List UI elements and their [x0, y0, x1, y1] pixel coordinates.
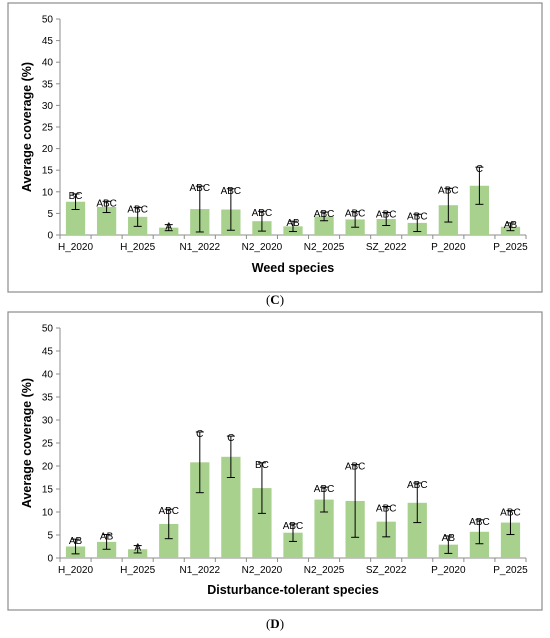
panel-d-y-tick-label: 15 [42, 485, 54, 496]
panel-c-significance-letter: BC [69, 191, 83, 202]
panel-c-x-tick-label: H_2025 [120, 242, 155, 253]
panel-c-x-tick-label: N2_2020 [242, 242, 283, 253]
panel-d-x-tick-label: N2_2020 [242, 565, 283, 576]
panel-c-bar [314, 216, 334, 235]
panel-c-y-tick-label: 40 [42, 58, 54, 69]
panel-d-x-tick-label: N1_2022 [180, 565, 221, 576]
panel-c-y-tick-label: 50 [42, 15, 54, 26]
panel-d-y-tick-label: 5 [47, 531, 53, 542]
panel-d-significance-letter: ABC [376, 503, 397, 514]
panel-c-significance-letter: ABC [190, 183, 211, 194]
panel-d-bar [190, 462, 210, 558]
panel-c-x-tick-label: N1_2022 [180, 242, 221, 253]
panel-c-x-axis-title: Weed species [252, 261, 335, 275]
panel-c-significance-letter: AB [504, 220, 518, 231]
panel-d-significance-letter: ABC [314, 484, 335, 495]
panel-d-bar [128, 549, 148, 558]
panel-d-y-tick-label: 20 [42, 462, 54, 473]
panel-d-significance-letter: C [227, 433, 234, 444]
panel-d-caption: (D) [266, 616, 284, 631]
panel-c-significance-letter: AB [286, 218, 300, 229]
panel-c-y-tick-label: 20 [42, 144, 54, 155]
panel-c-frame [7, 2, 543, 293]
panel-d-bar [469, 531, 490, 558]
panel-c-caption: (C) [266, 292, 284, 307]
panel-c-y-tick-label: 25 [42, 123, 54, 134]
panel-d-bar [159, 523, 179, 558]
panel-d-y-tick-label: 50 [42, 324, 54, 335]
panel-c-significance-letter: ABC [407, 211, 428, 222]
panel-c-significance-letter: A [165, 222, 172, 233]
panel-d-y-tick-label: 40 [42, 370, 54, 381]
panel-c-significance-letter: ABC [314, 209, 335, 220]
panel-c-y-tick-label: 35 [42, 79, 54, 90]
panel-d-y-tick-label: 30 [42, 416, 54, 427]
panel-c-bar [96, 206, 117, 235]
panel-d-x-tick-label: H_2025 [120, 565, 155, 576]
panel-c-y-tick-label: 45 [42, 36, 54, 47]
panel-c-significance-letter: ABC [96, 198, 117, 209]
panel-c-y-tick-label: 5 [47, 209, 53, 220]
panel-c-y-tick-label: 10 [42, 187, 54, 198]
panel-c-x-tick-label: H_2020 [58, 242, 93, 253]
panel-c-chart: 05101520253035404550BCH_2020ABCABCH_2025… [7, 2, 543, 293]
panel-c-x-tick-label: P_2020 [431, 242, 466, 253]
panel-c-y-tick-label: 30 [42, 101, 54, 112]
panel-d-bar [314, 499, 334, 558]
panel-c-x-tick-label: P_2025 [493, 242, 528, 253]
panel-c-bar [65, 201, 86, 235]
panel-d-y-tick-label: 25 [42, 439, 54, 450]
panel-d-significance-letter: C [196, 429, 203, 440]
panel-d-significance-letter: BC [255, 460, 269, 471]
panel-d-bar [500, 522, 521, 558]
panel-d-bar [96, 541, 117, 558]
panel-d-y-axis-title: Average coverage (%) [20, 378, 34, 508]
panel-d-significance-letter: ABC [345, 462, 366, 473]
panel-d-x-tick-label: H_2020 [58, 565, 93, 576]
panel-d-significance-letter: A [134, 543, 141, 554]
panel-c-significance-letter: ABC [345, 209, 366, 220]
panel-d-significance-letter: AB [69, 536, 83, 547]
panel-d-y-tick-label: 0 [47, 554, 53, 565]
panel-c-significance-letter: ABC [376, 210, 397, 221]
panel-d-chart: 05101520253035404550ABH_2020ABAH_2025ABC… [7, 311, 543, 611]
panel-d-bar [283, 532, 303, 558]
panel-d-bar [252, 488, 272, 558]
panel-d-x-tick-label: P_2020 [431, 565, 466, 576]
panel-d-bar [376, 521, 396, 558]
panel-c-bar [376, 219, 396, 235]
panel-d-significance-letter: ABC [158, 506, 179, 517]
panel-d-x-axis-title: Disturbance-tolerant species [207, 583, 379, 597]
panel-d-bar [221, 456, 241, 558]
panel-c-significance-letter: ABC [221, 186, 242, 197]
panel-d-x-tick-label: N2_2025 [304, 565, 345, 576]
panel-c-bar [159, 227, 179, 235]
panel-d-bar [407, 502, 427, 558]
panel-d-x-tick-label: P_2025 [493, 565, 528, 576]
panel-d-significance-letter: ABC [283, 521, 304, 532]
panel-c-significance-letter: C [476, 164, 483, 175]
panel-d-significance-letter: ABC [469, 517, 490, 528]
panel-d-significance-letter: ABC [407, 480, 428, 491]
panel-d-significance-letter: AB [442, 533, 456, 544]
panel-d-y-tick-label: 45 [42, 347, 54, 358]
panel-c-bar [469, 185, 490, 235]
panel-c-significance-letter: ABC [438, 185, 459, 196]
panel-c-significance-letter: ABC [127, 204, 148, 215]
panel-d-significance-letter: ABC [500, 508, 521, 519]
panel-d-y-tick-label: 10 [42, 508, 54, 519]
panel-d-y-tick-label: 35 [42, 393, 54, 404]
panel-c-y-tick-label: 0 [47, 231, 53, 242]
panel-d-frame [7, 311, 543, 611]
panel-c-y-axis-title: Average coverage (%) [20, 62, 34, 192]
panel-c-x-tick-label: N2_2025 [304, 242, 345, 253]
panel-d-significance-letter: AB [100, 532, 114, 543]
panel-d-x-tick-label: SZ_2022 [366, 565, 407, 576]
panel-c-x-tick-label: SZ_2022 [366, 242, 407, 253]
panel-c-y-tick-label: 15 [42, 166, 54, 177]
panel-c-significance-letter: ABC [252, 208, 273, 219]
